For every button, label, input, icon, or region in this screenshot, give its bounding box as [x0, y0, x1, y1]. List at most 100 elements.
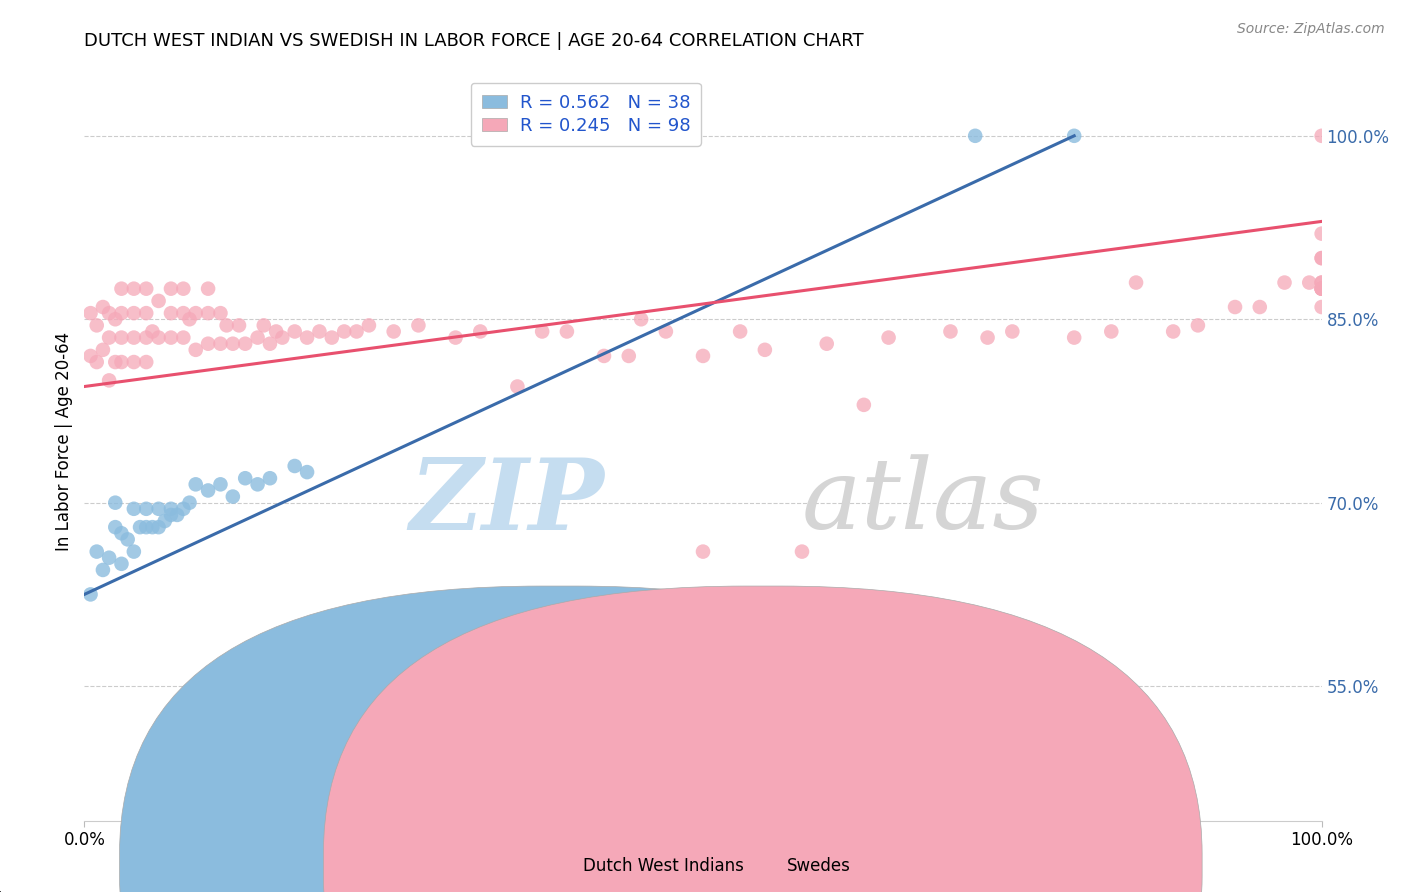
Point [184, 477, 207, 491]
Point [135, 306, 157, 320]
Point [98, 330, 121, 344]
Point [444, 330, 467, 344]
Point [91, 300, 114, 314]
Point [228, 318, 250, 333]
Point [160, 501, 183, 516]
Point [122, 282, 145, 296]
Point [160, 282, 183, 296]
Point [246, 330, 269, 344]
Point [841, 661, 863, 675]
Point [1310, 282, 1333, 296]
Point [408, 318, 430, 333]
Point [1310, 276, 1333, 290]
Text: Dutch West Indians: Dutch West Indians [583, 857, 744, 875]
Point [172, 501, 194, 516]
Point [215, 318, 238, 333]
Point [852, 398, 875, 412]
Point [1063, 128, 1085, 143]
Point [1310, 128, 1333, 143]
Point [295, 465, 318, 479]
Point [655, 325, 678, 339]
Point [419, 655, 441, 669]
Point [160, 306, 183, 320]
Point [141, 325, 163, 339]
Point [754, 343, 776, 357]
Y-axis label: In Labor Force | Age 20-64: In Labor Force | Age 20-64 [55, 332, 73, 551]
Point [184, 343, 207, 357]
Point [153, 514, 176, 528]
Point [382, 325, 405, 339]
Text: atlas: atlas [801, 455, 1045, 549]
Point [79, 349, 101, 363]
Point [259, 471, 281, 485]
Point [79, 306, 101, 320]
Point [1099, 325, 1122, 339]
Point [1249, 300, 1271, 314]
Point [692, 349, 714, 363]
Point [308, 325, 330, 339]
Point [555, 325, 578, 339]
Point [117, 533, 139, 547]
Point [1310, 251, 1333, 265]
Point [1310, 282, 1333, 296]
Point [209, 336, 232, 351]
Point [1298, 276, 1320, 290]
Point [160, 330, 183, 344]
Point [110, 526, 132, 541]
Point [284, 458, 307, 473]
Point [122, 355, 145, 369]
Point [209, 477, 232, 491]
Point [135, 520, 157, 534]
Point [593, 349, 616, 363]
Point [141, 520, 163, 534]
Point [617, 349, 640, 363]
Point [135, 501, 157, 516]
Point [357, 318, 380, 333]
Point [197, 282, 219, 296]
Point [1310, 282, 1333, 296]
Point [333, 325, 356, 339]
Point [122, 330, 145, 344]
Point [295, 330, 318, 344]
Point [1161, 325, 1184, 339]
Point [110, 306, 132, 320]
Point [98, 306, 121, 320]
Point [815, 336, 838, 351]
Point [122, 501, 145, 516]
Point [172, 306, 194, 320]
Point [246, 477, 269, 491]
Point [1310, 282, 1333, 296]
Point [91, 563, 114, 577]
Point [1310, 251, 1333, 265]
Point [1187, 318, 1209, 333]
Point [184, 306, 207, 320]
Point [222, 336, 245, 351]
Point [1063, 330, 1085, 344]
Point [135, 330, 157, 344]
Point [264, 325, 287, 339]
Point [197, 336, 219, 351]
Point [160, 508, 183, 522]
Point [148, 520, 170, 534]
Point [233, 471, 256, 485]
Point [939, 325, 962, 339]
Point [98, 373, 121, 387]
Point [271, 330, 294, 344]
Point [129, 520, 152, 534]
Point [110, 330, 132, 344]
Point [1310, 227, 1333, 241]
Point [253, 318, 276, 333]
Point [284, 325, 307, 339]
Point [86, 318, 108, 333]
Text: Source: ZipAtlas.com: Source: ZipAtlas.com [1237, 22, 1385, 37]
Point [104, 312, 127, 326]
Point [233, 336, 256, 351]
Point [104, 520, 127, 534]
Point [197, 483, 219, 498]
Point [122, 544, 145, 558]
Point [98, 550, 121, 565]
Point [531, 325, 554, 339]
Point [122, 306, 145, 320]
Point [976, 330, 998, 344]
Point [965, 128, 987, 143]
